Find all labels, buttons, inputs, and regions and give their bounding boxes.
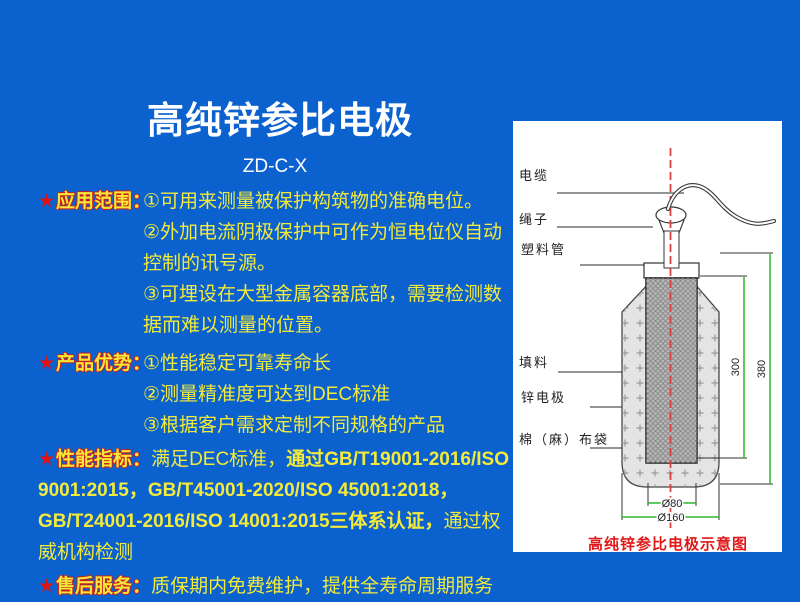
performance-line: 9001:2015，GB/T45001-2020/ISO 45001:2018， — [38, 475, 520, 506]
performance-text-bold: GB/T24001-2016/ISO 14001:2015三体系认证， — [38, 511, 444, 532]
dimension-dia-160: Ø160 — [658, 512, 685, 524]
performance-line: GB/T24001-2016/ISO 14001:2015三体系认证，通过权 — [38, 506, 520, 537]
performance-block: ★性能指标：满足DEC标准，通过GB/T19001-2016/ISO 9001:… — [38, 444, 520, 568]
page-title: 高纯锌参比电极 — [147, 100, 413, 141]
performance-heading: ★性能指标： — [38, 449, 151, 470]
application-label: 应用范围： — [56, 191, 152, 212]
advantages-block: ★产品优势： ①性能稳定可靠寿命长 ②测量精准度可达到DEC标准 ③根据客户需求… — [38, 348, 445, 441]
star-icon: ★ — [38, 353, 56, 374]
performance-text: 通过权 — [443, 511, 501, 532]
application-line: ①可用来测量被保护构筑物的准确电位。 — [143, 191, 484, 212]
service-heading: ★售后服务： — [38, 576, 151, 597]
application-block: ★应用范围： ①可用来测量被保护构筑物的准确电位。 ②外加电流阴极保护中可作为恒… — [38, 186, 502, 341]
diagram-panel: 300 380 Ø80 Ø160 电缆 绳子 塑料管 填料 锌电极 棉（麻）布袋… — [513, 121, 782, 553]
electrode-diagram: 300 380 Ø80 Ø160 — [557, 148, 777, 530]
advantages-line: ③根据客户需求定制不同规格的产品 — [143, 415, 446, 436]
performance-text: 满足DEC标准， — [151, 449, 287, 470]
performance-line: 威机构检测 — [38, 537, 520, 568]
application-heading: ★应用范围： — [38, 186, 151, 217]
model-number: ZD-C-X — [242, 156, 308, 177]
star-icon: ★ — [38, 449, 56, 470]
label-pointer-lines — [557, 192, 684, 449]
performance-text-bold: 通过GB/T19001-2016/ISO — [286, 449, 510, 470]
label-plastic-tube: 塑料管 — [521, 242, 567, 257]
service-text: 质保期内免费维护，提供全寿命周期服务 — [151, 576, 494, 597]
diagram-caption: 高纯锌参比电极示意图 — [587, 536, 748, 553]
performance-text-bold: 9001:2015，GB/T45001-2020/ISO 45001:2018， — [38, 480, 459, 501]
service-block: ★售后服务：质保期内免费维护，提供全寿命周期服务 — [38, 571, 493, 602]
application-line: ②外加电流阴极保护中可作为恒电位仪自动 — [143, 222, 503, 243]
performance-text: 威机构检测 — [38, 542, 134, 563]
advantages-heading: ★产品优势： — [38, 348, 151, 379]
dimension-lines — [622, 254, 771, 518]
star-icon: ★ — [38, 191, 56, 212]
dimension-300: 300 — [730, 358, 742, 376]
performance-line: ★性能指标：满足DEC标准，通过GB/T19001-2016/ISO — [38, 444, 520, 475]
advantages-line: ②测量精准度可达到DEC标准 — [143, 384, 391, 405]
advantages-lines: ①性能稳定可靠寿命长 ②测量精准度可达到DEC标准 ③根据客户需求定制不同规格的… — [143, 348, 445, 441]
application-line: 控制的讯号源。 — [143, 253, 277, 274]
application-lines: ①可用来测量被保护构筑物的准确电位。 ②外加电流阴极保护中可作为恒电位仪自动 控… — [143, 186, 502, 341]
cable-shape — [665, 183, 777, 226]
star-icon: ★ — [38, 576, 56, 597]
service-label: 售后服务： — [56, 576, 152, 597]
label-zinc-electrode: 锌电极 — [521, 390, 567, 405]
label-filler: 填料 — [519, 355, 550, 370]
performance-label: 性能指标： — [56, 449, 152, 470]
bag-neck-shape — [663, 230, 680, 269]
advantages-label: 产品优势： — [56, 353, 152, 374]
label-cloth-bag: 棉（麻）布袋 — [519, 432, 610, 447]
application-line: 据而难以测量的位置。 — [143, 315, 334, 336]
dimension-dia-80: Ø80 — [662, 498, 683, 510]
dimension-extension-lines — [621, 252, 773, 520]
dimension-380: 380 — [756, 360, 768, 378]
advantages-line: ①性能稳定可靠寿命长 — [143, 353, 332, 374]
label-rope: 绳子 — [519, 212, 550, 227]
zinc-electrode-texture — [646, 278, 697, 463]
label-cable: 电缆 — [519, 168, 550, 183]
application-line: ③可埋设在大型金属容器底部，需要检测数 — [143, 284, 503, 305]
